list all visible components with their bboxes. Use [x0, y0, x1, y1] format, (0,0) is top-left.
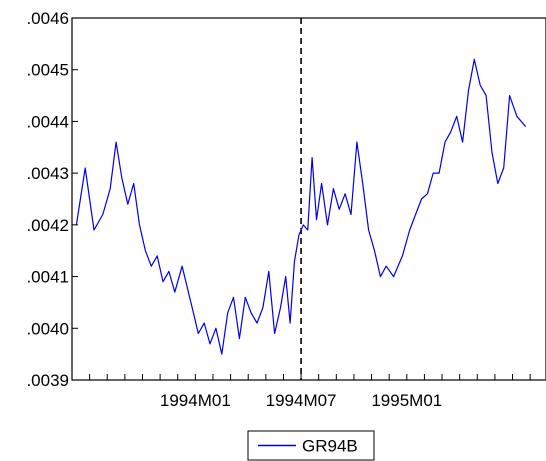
series-layer	[75, 18, 527, 380]
y-tick-label: .0042	[26, 216, 69, 235]
y-tick-label: .0046	[26, 9, 69, 28]
y-tick-label: .0043	[26, 164, 69, 183]
x-tick-label: 1994M01	[160, 391, 231, 410]
x-tick-label: 1995M01	[371, 391, 442, 410]
legend-label: GR94B	[302, 437, 358, 456]
y-tick-label: .0045	[26, 61, 69, 80]
y-tick-label: .0041	[26, 268, 69, 287]
y-tick-label: .0039	[26, 371, 69, 390]
x-tick-label: 1994M07	[266, 391, 337, 410]
axis-layer: .0039 .0040 .0041 .0042 .0043 .0044 .0045 .0046…	[26, 9, 531, 410]
y-tick-label: .0040	[26, 319, 69, 338]
series-line	[75, 58, 527, 355]
legend: GR94B	[247, 430, 375, 461]
y-tick-label: .0044	[26, 112, 69, 131]
